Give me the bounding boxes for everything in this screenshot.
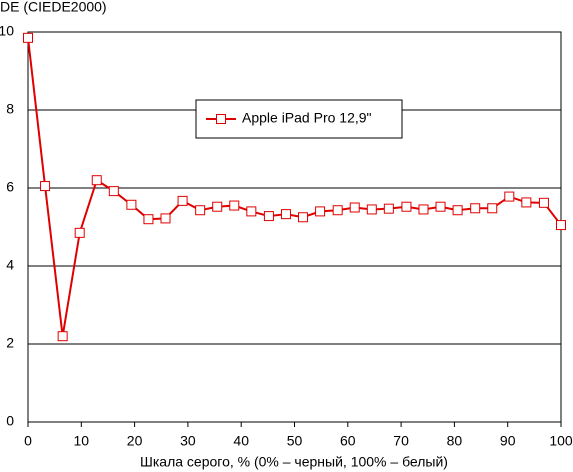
point-marker — [315, 206, 326, 217]
x-tick-label: 60 — [340, 433, 356, 449]
y-tick-label: 10 — [0, 23, 14, 39]
x-tick-label: 30 — [180, 433, 196, 449]
y-tick-label: 8 — [6, 101, 14, 117]
point-marker — [280, 209, 291, 220]
y-tick-label: 4 — [6, 257, 14, 273]
plot-border — [27, 31, 562, 423]
point-marker — [349, 202, 360, 213]
y-tick-label: 2 — [6, 335, 14, 351]
point-marker — [435, 201, 446, 212]
point-marker — [487, 203, 498, 214]
legend-marker — [216, 114, 226, 124]
x-tick-label: 90 — [500, 433, 516, 449]
point-marker — [263, 211, 274, 222]
point-marker — [556, 220, 566, 231]
point-marker — [40, 181, 51, 192]
point-marker — [504, 191, 515, 202]
point-marker — [366, 204, 377, 215]
series-line — [27, 37, 562, 337]
y-tick-label: 0 — [6, 413, 14, 429]
point-marker — [212, 201, 223, 212]
point-marker — [470, 203, 481, 214]
point-marker — [126, 199, 137, 210]
point-marker — [229, 200, 240, 211]
point-marker — [246, 206, 257, 217]
point-marker — [452, 205, 463, 216]
y-tick-label: 6 — [6, 179, 14, 195]
point-marker — [538, 197, 549, 208]
legend-label: Apple iPad Pro 12,9" — [242, 110, 372, 126]
point-marker — [177, 195, 188, 206]
point-marker — [160, 213, 171, 224]
x-tick-label: 100 — [549, 433, 573, 449]
point-marker — [195, 205, 206, 216]
point-marker — [23, 32, 33, 43]
point-marker — [383, 203, 394, 214]
point-marker — [74, 227, 85, 238]
point-marker — [91, 175, 102, 186]
point-marker — [57, 331, 68, 342]
x-tick-label: 0 — [24, 433, 32, 449]
point-marker — [298, 212, 309, 223]
point-marker — [108, 186, 119, 197]
x-tick-label: 80 — [447, 433, 463, 449]
point-marker — [521, 197, 532, 208]
x-axis-label: Шкала серого, % (0% – черный, 100% – бел… — [140, 454, 448, 470]
chart-title: DE (CIEDE2000) — [0, 0, 107, 15]
x-tick-label: 40 — [233, 433, 249, 449]
x-tick-label: 10 — [74, 433, 90, 449]
point-marker — [143, 214, 154, 225]
x-tick-label: 20 — [127, 433, 143, 449]
point-marker — [418, 204, 429, 215]
point-marker — [401, 201, 412, 212]
point-marker — [332, 205, 343, 216]
x-tick-label: 50 — [287, 433, 303, 449]
x-tick-label: 70 — [393, 433, 409, 449]
